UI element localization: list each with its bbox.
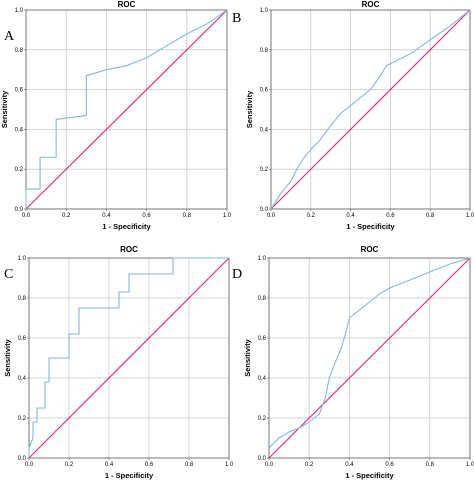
- y-tick-label: 1.0: [258, 256, 267, 262]
- reference-line: [268, 257, 471, 459]
- y-tick-label: 0.8: [260, 48, 269, 54]
- y-tick-label: 0.2: [260, 167, 269, 173]
- x-tick-label: 0.0: [265, 462, 274, 468]
- y-tick-label: 1.0: [260, 8, 269, 14]
- x-tick-label: 0.4: [345, 462, 354, 468]
- x-tick-label: 1.0: [225, 462, 234, 468]
- roc-panel-a: 0.0 0.2 0.4 0.6 0.8 1.0 0.0 0.2 0.4 0.6 0.8 1.0 ROC 1…: [0, 0, 232, 231]
- reference-line: [270, 9, 471, 210]
- y-tick-label: 0.0: [15, 207, 24, 213]
- y-tick-label: 0.0: [18, 456, 27, 462]
- y-tick-label: 0.4: [258, 376, 267, 382]
- y-tick-label: 0.6: [18, 336, 27, 342]
- y-tick-label: 0.4: [15, 127, 24, 133]
- roc-curve: [268, 257, 471, 449]
- y-tick-label: 1.0: [15, 8, 24, 14]
- x-axis-label: 1 - Specificity: [105, 471, 154, 480]
- reference-line: [28, 257, 230, 459]
- y-tick-label: 0.8: [18, 296, 27, 302]
- panel-letter: C: [4, 267, 13, 282]
- y-tick-label: 0.2: [258, 416, 267, 422]
- plot-frame: [268, 257, 471, 459]
- x-axis-label: 1 - Specificity: [345, 471, 394, 480]
- x-tick-label: 0.8: [426, 213, 435, 219]
- x-tick-label: 1.0: [466, 213, 474, 219]
- x-tick-label: 0.4: [346, 213, 355, 219]
- plot-frame: [270, 9, 471, 210]
- x-tick-label: 0.8: [426, 462, 435, 468]
- x-tick-label: 0.0: [25, 462, 34, 468]
- x-tick-label: 0.2: [62, 213, 71, 219]
- x-tick-label: 0.0: [22, 213, 31, 219]
- plot-frame: [25, 9, 228, 210]
- y-tick-label: 0.2: [15, 167, 24, 173]
- y-tick-label: 0.0: [258, 456, 267, 462]
- y-tick-label: 0.4: [18, 376, 27, 382]
- x-tick-label: 0.8: [185, 462, 194, 468]
- y-tick-label: 0.6: [260, 88, 269, 94]
- x-tick-label: 0.4: [102, 213, 111, 219]
- y-tick-label: 0.8: [258, 296, 267, 302]
- chart-title: ROC: [118, 0, 136, 9]
- roc-panel-c: 0.0 0.2 0.4 0.6 0.8 1.0 0.0 0.2 0.4 0.6 0.8 1.0 ROC 1…: [3, 245, 234, 480]
- x-tick-label: 0.0: [267, 213, 276, 219]
- chart-title: ROC: [362, 0, 380, 9]
- x-tick-label: 0.2: [307, 213, 316, 219]
- y-axis-label: Sensitivity: [243, 338, 252, 376]
- y-tick-label: 1.0: [18, 256, 27, 262]
- plot-frame: [28, 257, 230, 459]
- x-tick-label: 0.6: [145, 462, 154, 468]
- roc-curve: [28, 257, 229, 458]
- x-tick-label: 0.6: [142, 213, 151, 219]
- x-tick-label: 0.6: [385, 462, 394, 468]
- x-axis-label: 1 - Specificity: [346, 222, 395, 231]
- y-tick-label: 0.6: [258, 336, 267, 342]
- x-tick-label: 1.0: [223, 213, 232, 219]
- y-tick-label: 0.0: [260, 207, 269, 213]
- roc-panel-d: 0.0 0.2 0.4 0.6 0.8 1.0 0.0 0.2 0.4 0.6 0.8 1.0 ROC 1…: [232, 245, 474, 480]
- panel-letter: D: [232, 267, 242, 282]
- chart-title: ROC: [361, 245, 379, 254]
- x-axis-label: 1 - Specificity: [102, 222, 151, 231]
- panel-letter: B: [232, 11, 241, 26]
- x-tick-label: 0.2: [65, 462, 74, 468]
- y-axis-label: Sensitivity: [3, 338, 12, 376]
- y-axis-label: Sensitivity: [0, 90, 9, 128]
- panel-letter: A: [4, 29, 15, 44]
- roc-panel-b: 0.0 0.2 0.4 0.6 0.8 1.0 0.0 0.2 0.4 0.6 0.8 1.0 ROC 1…: [232, 0, 474, 231]
- roc-curve: [25, 9, 228, 209]
- x-tick-label: 1.0: [466, 462, 474, 468]
- reference-line: [25, 9, 228, 210]
- y-tick-label: 0.6: [15, 88, 24, 94]
- y-tick-label: 0.2: [18, 416, 27, 422]
- roc-curve: [270, 9, 471, 210]
- x-tick-label: 0.6: [386, 213, 395, 219]
- chart-title: ROC: [120, 245, 138, 254]
- x-tick-label: 0.8: [183, 213, 192, 219]
- y-axis-label: Sensitivity: [245, 90, 254, 128]
- y-tick-label: 0.4: [260, 127, 269, 133]
- x-tick-label: 0.4: [105, 462, 114, 468]
- y-tick-label: 0.8: [15, 48, 24, 54]
- x-tick-label: 0.2: [305, 462, 314, 468]
